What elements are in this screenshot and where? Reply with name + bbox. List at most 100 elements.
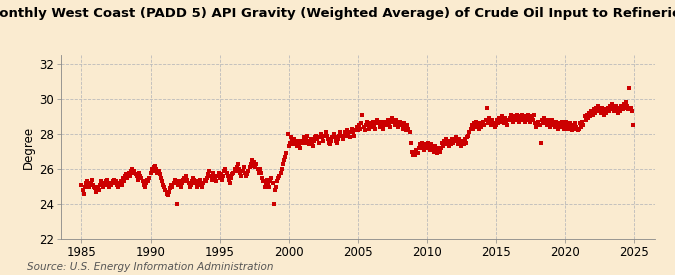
Point: [510, 118, 521, 122]
Point: [369, 123, 379, 127]
Point: [194, 177, 205, 182]
Point: [292, 139, 303, 143]
Point: [119, 179, 130, 183]
Point: [272, 179, 283, 183]
Point: [334, 134, 345, 138]
Point: [439, 139, 450, 143]
Point: [320, 130, 331, 134]
Point: [423, 141, 433, 145]
Point: [105, 181, 115, 185]
Point: [354, 126, 365, 131]
Point: [254, 167, 265, 171]
Point: [200, 179, 211, 183]
Point: [82, 179, 92, 183]
Point: [518, 116, 529, 120]
Point: [117, 176, 128, 180]
Point: [159, 185, 169, 189]
Point: [318, 139, 329, 143]
Point: [182, 177, 193, 182]
Point: [166, 183, 177, 187]
Point: [199, 177, 210, 182]
Point: [128, 170, 138, 175]
Point: [197, 185, 208, 189]
Point: [542, 118, 553, 122]
Point: [475, 121, 485, 126]
Point: [111, 183, 122, 187]
Point: [77, 188, 88, 192]
Point: [628, 123, 639, 127]
Point: [233, 162, 244, 166]
Point: [445, 139, 456, 143]
Point: [589, 111, 600, 115]
Point: [90, 186, 101, 191]
Point: [546, 123, 557, 127]
Point: [308, 139, 319, 143]
Point: [114, 181, 125, 185]
Point: [496, 114, 507, 119]
Point: [323, 141, 334, 145]
Point: [116, 183, 127, 187]
Point: [371, 121, 381, 126]
Point: [580, 118, 591, 122]
Point: [264, 185, 275, 189]
Point: [599, 112, 610, 117]
Point: [225, 176, 236, 180]
Point: [288, 142, 298, 147]
Point: [456, 144, 466, 148]
Point: [603, 109, 614, 113]
Point: [267, 181, 278, 185]
Point: [165, 186, 176, 191]
Point: [620, 105, 630, 110]
Point: [344, 135, 355, 140]
Point: [331, 139, 342, 143]
Point: [329, 135, 340, 140]
Point: [566, 125, 576, 129]
Point: [357, 112, 368, 117]
Point: [579, 114, 590, 119]
Point: [163, 190, 174, 194]
Point: [553, 126, 564, 131]
Point: [221, 170, 232, 175]
Point: [564, 121, 575, 126]
Point: [167, 185, 178, 189]
Point: [617, 107, 628, 112]
Point: [171, 202, 182, 206]
Point: [294, 142, 304, 147]
Point: [554, 121, 564, 126]
Point: [88, 183, 99, 187]
Point: [563, 126, 574, 131]
Point: [352, 128, 363, 133]
Point: [597, 105, 608, 110]
Point: [396, 123, 407, 127]
Point: [323, 137, 333, 141]
Point: [608, 105, 619, 110]
Point: [568, 123, 578, 127]
Point: [209, 174, 219, 178]
Point: [214, 176, 225, 180]
Point: [358, 125, 369, 129]
Point: [338, 137, 348, 141]
Point: [186, 179, 197, 183]
Point: [412, 151, 423, 155]
Point: [289, 137, 300, 141]
Point: [179, 176, 190, 180]
Point: [139, 185, 150, 189]
Point: [148, 165, 159, 169]
Point: [275, 170, 286, 175]
Point: [132, 174, 142, 178]
Point: [305, 137, 316, 141]
Point: [457, 139, 468, 143]
Point: [85, 181, 96, 185]
Point: [581, 112, 592, 117]
Point: [483, 116, 494, 120]
Point: [331, 141, 342, 145]
Point: [292, 144, 302, 148]
Point: [491, 118, 502, 122]
Point: [180, 179, 190, 183]
Point: [448, 141, 459, 145]
Point: [623, 107, 634, 112]
Point: [287, 139, 298, 143]
Point: [615, 109, 626, 113]
Point: [578, 123, 589, 127]
Point: [592, 109, 603, 113]
